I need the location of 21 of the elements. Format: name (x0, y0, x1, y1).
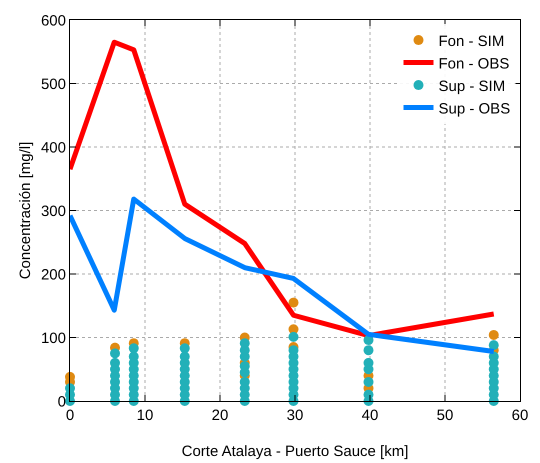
y-tick-label: 600 (40, 12, 66, 30)
x-axis-title: Corte Atalaya - Puerto Sauce [km] (182, 443, 408, 460)
legend-label: Sup - OBS (438, 100, 510, 118)
x-tick-label: 60 (512, 407, 528, 424)
point (288, 298, 298, 308)
legend-label: Sup - SIM (438, 78, 506, 95)
y-tick-label: 400 (40, 139, 66, 156)
x-tick-label: 10 (136, 407, 154, 424)
x-tick-label: 20 (212, 407, 228, 424)
x-tick-label: 30 (286, 407, 304, 424)
x-tick-label: 50 (436, 407, 454, 424)
y-tick-label: 0 (58, 393, 66, 410)
point (488, 330, 499, 340)
y-tick-label: 500 (40, 76, 66, 93)
y-tick-label: 100 (40, 330, 66, 347)
y-tick-label: 300 (40, 202, 66, 220)
y-tick-label: 200 (40, 266, 66, 284)
legend-label: Fon - SIM (438, 32, 504, 50)
x-tick-label: 40 (362, 407, 378, 424)
y-axis-title: Concentración [mg/l] (17, 142, 34, 280)
legend-label: Fon - OBS (438, 55, 510, 72)
